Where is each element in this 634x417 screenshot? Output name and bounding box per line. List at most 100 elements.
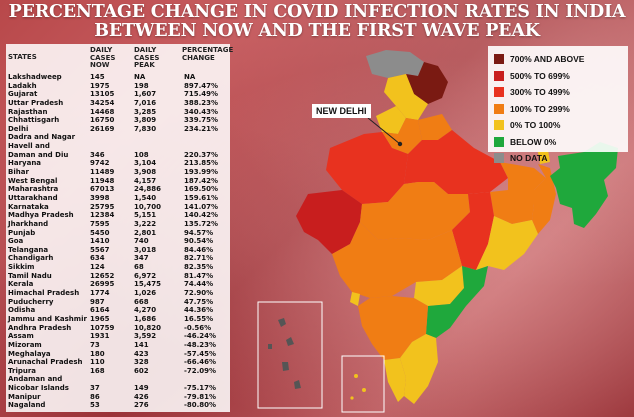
region-punjab bbox=[376, 106, 406, 134]
state-name: Sikkim bbox=[8, 263, 35, 272]
daily-cases-now: 26169 bbox=[90, 124, 115, 133]
legend-label: 500% TO 699% bbox=[510, 70, 570, 81]
table-row: West Bengal 11948 4,157 187.42% bbox=[6, 177, 230, 186]
table-row: Chandigarh 634 347 82.71% bbox=[6, 254, 230, 263]
daily-cases-now: 346 bbox=[90, 150, 105, 159]
region-tamil-nadu bbox=[400, 334, 438, 404]
daily-cases-now: 16750 bbox=[90, 116, 115, 125]
percentage-change: 213.85% bbox=[184, 159, 219, 168]
percentage-change: 81.47% bbox=[184, 271, 214, 280]
legend-swatch bbox=[494, 87, 504, 98]
daily-cases-now: 168 bbox=[90, 366, 105, 375]
table-row: Tamil Nadu 12652 6,972 81.47% bbox=[6, 272, 230, 281]
inset-andaman bbox=[257, 301, 323, 409]
percentage-change: 897.47% bbox=[184, 81, 219, 90]
region-telangana bbox=[414, 266, 464, 306]
state-name: Dadra and Nagar bbox=[8, 133, 76, 142]
table-row: Andhra Pradesh 10759 10,820 -0.56% bbox=[6, 324, 230, 333]
daily-cases-now: 124 bbox=[90, 263, 105, 272]
region-ladakh bbox=[406, 62, 448, 104]
daily-cases-peak: 426 bbox=[134, 392, 149, 401]
table-row: Puducherry 987 668 47.75% bbox=[6, 298, 230, 307]
percentage-change: 169.50% bbox=[184, 185, 219, 194]
daily-cases-peak: 3,908 bbox=[134, 168, 157, 177]
percentage-change: -80.80% bbox=[184, 401, 217, 410]
legend-item: 100% TO 299% bbox=[494, 101, 628, 118]
table-row: Goa 1410 740 90.54% bbox=[6, 237, 230, 246]
daily-cases-now: 987 bbox=[90, 297, 105, 306]
state-name: Meghalaya bbox=[8, 349, 51, 358]
table-row: Nagaland 53 276 -80.80% bbox=[6, 401, 230, 410]
table-row: Ladakh 1975 198 897.47% bbox=[6, 82, 230, 91]
percentage-change: 94.57% bbox=[184, 228, 214, 237]
daily-cases-now: 3998 bbox=[90, 193, 110, 202]
daily-cases-peak: 1,026 bbox=[134, 289, 157, 298]
table-row: Kerala 26995 15,475 74.44% bbox=[6, 280, 230, 289]
region-gujarat bbox=[296, 190, 362, 254]
percentage-change: 715.49% bbox=[184, 90, 219, 99]
percentage-change: 44.36% bbox=[184, 306, 214, 315]
legend-item: 0% TO 100% bbox=[494, 117, 628, 134]
percentage-change: 47.75% bbox=[184, 297, 214, 306]
daily-cases-peak: 149 bbox=[134, 384, 149, 393]
percentage-change: 90.54% bbox=[184, 237, 214, 246]
region-rajasthan bbox=[326, 132, 408, 204]
table-row: Delhi 26169 7,830 234.21% bbox=[6, 125, 230, 134]
legend-swatch bbox=[494, 70, 504, 81]
table-row: Sikkim 124 68 82.35% bbox=[6, 263, 230, 272]
daily-cases-now: 1975 bbox=[90, 81, 110, 90]
daily-cases-peak: 602 bbox=[134, 366, 149, 375]
region-jharkhand bbox=[490, 190, 534, 224]
legend-item: BELOW 0% bbox=[494, 134, 628, 151]
percentage-change: 72.90% bbox=[184, 289, 214, 298]
percentage-change: 140.42% bbox=[184, 211, 219, 220]
daily-cases-peak: 3,104 bbox=[134, 159, 157, 168]
daily-cases-now: 12384 bbox=[90, 211, 115, 220]
state-name: West Bengal bbox=[8, 176, 58, 185]
state-name: Lakshadweep bbox=[8, 73, 62, 81]
table-body: Lakshadweep 145 NA NA Ladakh 1975 198 897.47% Gu… bbox=[6, 73, 230, 410]
delhi-marker bbox=[397, 141, 403, 147]
percentage-change: -79.81% bbox=[184, 392, 217, 401]
region-west-bengal bbox=[532, 164, 556, 234]
daily-cases-now: 145 bbox=[90, 73, 105, 81]
percentage-change: 82.35% bbox=[184, 263, 214, 272]
table-row: Manipur 86 426 -79.81% bbox=[6, 393, 230, 402]
state-name: Goa bbox=[8, 237, 24, 246]
percentage-change: NA bbox=[184, 73, 196, 81]
daily-cases-now: 14468 bbox=[90, 107, 115, 116]
daily-cases-peak: 668 bbox=[134, 297, 149, 306]
daily-cases-peak: 24,886 bbox=[134, 185, 162, 194]
daily-cases-peak: 423 bbox=[134, 349, 149, 358]
title-line-2: BETWEEN NOW AND THE FIRST WAVE PEAK bbox=[94, 21, 540, 41]
percentage-change: -66.46% bbox=[184, 358, 217, 367]
percentage-change: -48.23% bbox=[184, 340, 217, 349]
daily-cases-now: 7595 bbox=[90, 219, 110, 228]
state-name: Manipur bbox=[8, 392, 41, 401]
table-row: Punjab 5450 2,801 94.57% bbox=[6, 229, 230, 238]
daily-cases-now: 10759 bbox=[90, 323, 115, 332]
daily-cases-peak: 1,540 bbox=[134, 193, 157, 202]
islands-lakshadweep-2 bbox=[362, 388, 366, 392]
percentage-change: 16.55% bbox=[184, 314, 214, 323]
daily-cases-peak: 1,607 bbox=[134, 90, 157, 99]
daily-cases-now: 11948 bbox=[90, 176, 115, 185]
percentage-change: -46.24% bbox=[184, 332, 217, 341]
islands-lakshadweep-3 bbox=[350, 396, 354, 400]
region-odisha bbox=[476, 216, 538, 270]
daily-cases-peak: 4,270 bbox=[134, 306, 157, 315]
region-bihar bbox=[500, 162, 546, 190]
table-row: Himachal Pradesh 1774 1,026 72.90% bbox=[6, 289, 230, 298]
region-uttar-pradesh bbox=[404, 130, 508, 194]
table-row: Meghalaya 180 423 -57.45% bbox=[6, 350, 230, 359]
table-row: Maharashtra 67013 24,886 169.50% bbox=[6, 185, 230, 194]
daily-cases-peak: NA bbox=[134, 73, 146, 81]
daily-cases-now: 11489 bbox=[90, 168, 115, 177]
legend-item: 500% TO 699% bbox=[494, 68, 628, 85]
state-name: Andaman and bbox=[8, 375, 63, 384]
percentage-change: -0.56% bbox=[184, 323, 212, 332]
daily-cases-now: 1965 bbox=[90, 314, 110, 323]
legend-label: 300% TO 499% bbox=[510, 87, 570, 98]
daily-cases-now: 5450 bbox=[90, 228, 110, 237]
daily-cases-peak: 3,222 bbox=[134, 219, 157, 228]
